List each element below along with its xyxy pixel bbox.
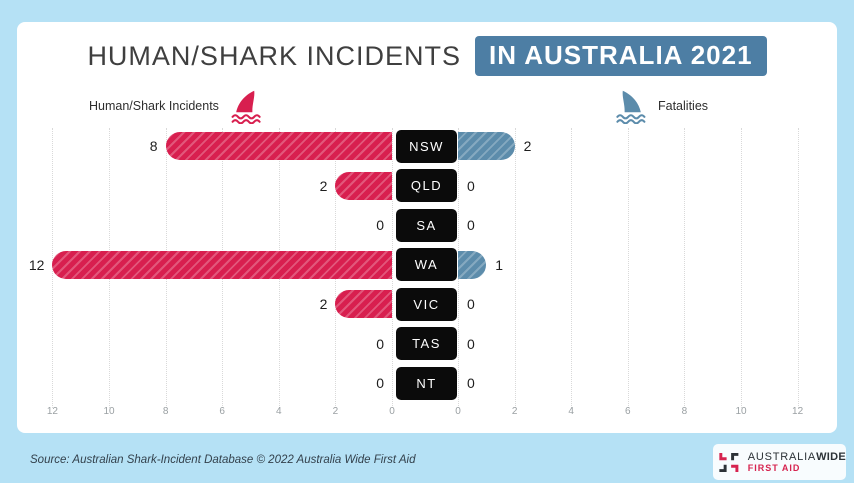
gridline-right-6 [627,128,629,408]
header: HUMAN/SHARK INCIDENTS IN AUSTRALIA 2021 [17,36,837,76]
axis-tick-right-12: 12 [792,406,804,417]
axis-tick-right-4: 4 [568,406,574,417]
state-label-QLD: QLD [396,169,457,202]
axis-tick-left-4: 4 [276,406,282,417]
state-label-VIC: VIC [396,287,457,321]
gridline-right-10 [741,128,742,408]
axis-tick-left-6: 6 [219,406,225,417]
axis-tick-left-2: 2 [332,406,339,417]
brand-logo: AUSTRALIAWIDE FIRST AID [713,444,846,480]
fatality-value-SA: 0 [467,217,475,233]
axis-tick-left-8: 8 [162,406,169,417]
state-label-NT: NT [396,366,457,400]
axis-tick-right-0: 0 [455,406,461,417]
brand-logo-text: AUSTRALIAWIDE FIRST AID [748,451,846,474]
gridline-right-8 [684,128,686,408]
legend-incidents-label: Human/Shark Incidents [89,99,219,113]
axis-tick-right-2: 2 [511,406,518,417]
gridline-left-0 [392,128,393,408]
state-label-TAS: TAS [396,327,457,360]
incident-bar-VIC [335,290,392,318]
incident-bar-NSW [165,132,392,160]
state-label-WA: WA [396,248,457,281]
incident-value-SA: 0 [376,217,384,233]
fatality-value-TAS: 0 [467,335,475,352]
axis-tick-left-10: 10 [103,406,115,417]
bar-chart: 12 10 8 6 4 2 0 0 2 4 6 8 10 12 8 NSW 2 2 QLD 0 0 SA 0 12 WA 1 2 VI… [17,22,837,433]
incident-bar-QLD [335,171,392,200]
legend-fatalities-label: Fatalities [658,99,709,113]
legend-incidents: Human/Shark Incidents [89,86,265,126]
logo-text-firstaid: FIRST AID [747,462,801,473]
legend-fatalities: Fatalities [612,86,708,126]
fatality-bar-NSW [458,132,515,160]
axis-tick-left-0: 0 [389,406,395,417]
axis-tick-right-6: 6 [625,406,631,417]
fatality-bar-WA [458,250,487,279]
fatality-value-VIC: 0 [467,296,475,312]
cross-logo-icon [719,452,739,472]
fatality-value-QLD: 0 [467,177,475,194]
fatality-value-WA: 1 [495,256,504,273]
state-label-NSW: NSW [396,129,457,163]
axis-tick-left-12: 12 [46,406,58,417]
incident-value-NSW: 8 [149,138,158,154]
gridline-right-2 [514,128,516,408]
incident-bar-WA [52,250,392,279]
page-title: HUMAN/SHARK INCIDENTS [87,40,461,71]
source-note: Source: Australian Shark-Incident Databa… [30,454,416,466]
title-badge: IN AUSTRALIA 2021 [474,36,767,76]
axis-tick-right-8: 8 [681,406,688,417]
logo-text-australia: AUSTRALIA [747,450,817,463]
blue-shark-fin-icon [616,90,646,124]
logo-text-wide: WIDE [816,450,846,463]
fatality-value-NT: 0 [467,375,475,391]
red-shark-fin-icon [231,90,261,124]
gridline-right-4 [571,128,573,408]
incident-value-VIC: 2 [319,296,328,312]
state-label-SA: SA [396,208,457,242]
axis-tick-right-10: 10 [735,406,747,417]
gridline-right-12 [797,128,799,408]
chart-card: HUMAN/SHARK INCIDENTS IN AUSTRALIA 2021 … [17,22,837,433]
incident-value-QLD: 2 [319,177,328,194]
fatality-value-NSW: 2 [523,138,532,154]
incident-value-NT: 0 [376,375,384,391]
incident-value-TAS: 0 [376,335,384,352]
incident-value-WA: 12 [28,256,45,273]
